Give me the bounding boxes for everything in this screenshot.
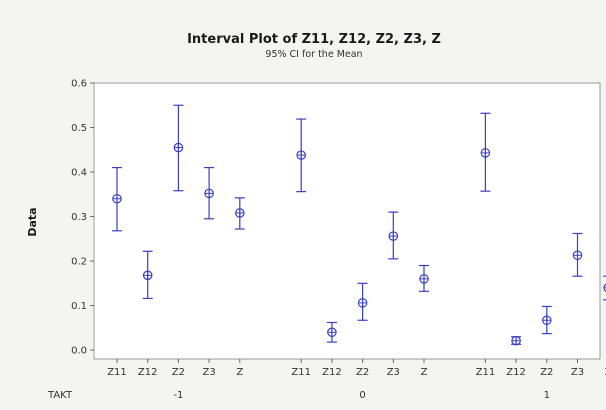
interval-1-Z12 <box>511 335 522 346</box>
group-axis: -1 0 1 <box>173 390 550 401</box>
chart-title: Interval Plot of Z11, Z12, Z2, Z3, Z <box>187 32 441 47</box>
group-label: -1 <box>173 390 183 401</box>
group-label: 1 <box>544 390 550 401</box>
x-tick-label: Z12 <box>506 367 526 378</box>
chart-subtitle: 95% CI for the Mean <box>265 49 362 60</box>
group-axis-label: TAKT <box>47 390 73 401</box>
x-tick-label: Z11 <box>291 367 311 378</box>
interval-0-Z <box>419 264 429 292</box>
group-label: 0 <box>359 390 365 401</box>
x-tick-label: Z2 <box>540 367 553 378</box>
plot-area <box>93 82 601 360</box>
x-tick-label: Z11 <box>476 367 496 378</box>
y-axis-label: Data <box>26 207 39 236</box>
interval--1-Z <box>234 197 245 230</box>
x-tick-label: Z2 <box>172 367 185 378</box>
interval-1-Z2 <box>541 305 552 335</box>
y-tick-label: 0.0 <box>71 346 87 357</box>
y-tick-label: 0.4 <box>71 168 87 179</box>
y-axis: 0.0 0.1 0.2 0.3 0.4 0.5 0.6 <box>71 79 94 357</box>
x-axis: Z11 Z12 Z2 Z3 Z Z11 Z12 Z2 Z3 Z Z11 Z12 Z2 Z3 Z <box>107 359 606 378</box>
interval-0-Z2 <box>357 282 368 321</box>
interval--1-Z2 <box>173 104 184 192</box>
x-tick-label: Z <box>421 367 428 378</box>
interval-marks <box>112 104 606 346</box>
x-tick-label: Z12 <box>138 367 158 378</box>
interval-0-Z11 <box>296 118 307 193</box>
y-tick-label: 0.6 <box>71 79 87 90</box>
x-tick-label: Z <box>236 367 243 378</box>
interval-0-Z12 <box>326 321 337 343</box>
interval-1-Z3 <box>572 232 583 277</box>
y-tick-label: 0.5 <box>71 123 87 134</box>
x-tick-label: Z3 <box>202 367 215 378</box>
y-tick-label: 0.1 <box>71 301 87 312</box>
x-tick-label: Z3 <box>387 367 400 378</box>
x-tick-label: Z3 <box>571 367 584 378</box>
interval-0-Z3 <box>388 211 399 260</box>
y-tick-label: 0.2 <box>71 257 87 268</box>
interval--1-Z11 <box>112 166 122 232</box>
x-tick-label: Z11 <box>107 367 127 378</box>
interval--1-Z12 <box>142 250 153 300</box>
interval-1-Z <box>603 275 606 301</box>
x-tick-label: Z2 <box>356 367 369 378</box>
interval--1-Z3 <box>204 166 215 220</box>
interval-1-Z11 <box>480 112 491 192</box>
x-tick-label: Z <box>605 367 606 378</box>
y-tick-label: 0.3 <box>71 212 87 223</box>
x-tick-label: Z12 <box>322 367 342 378</box>
